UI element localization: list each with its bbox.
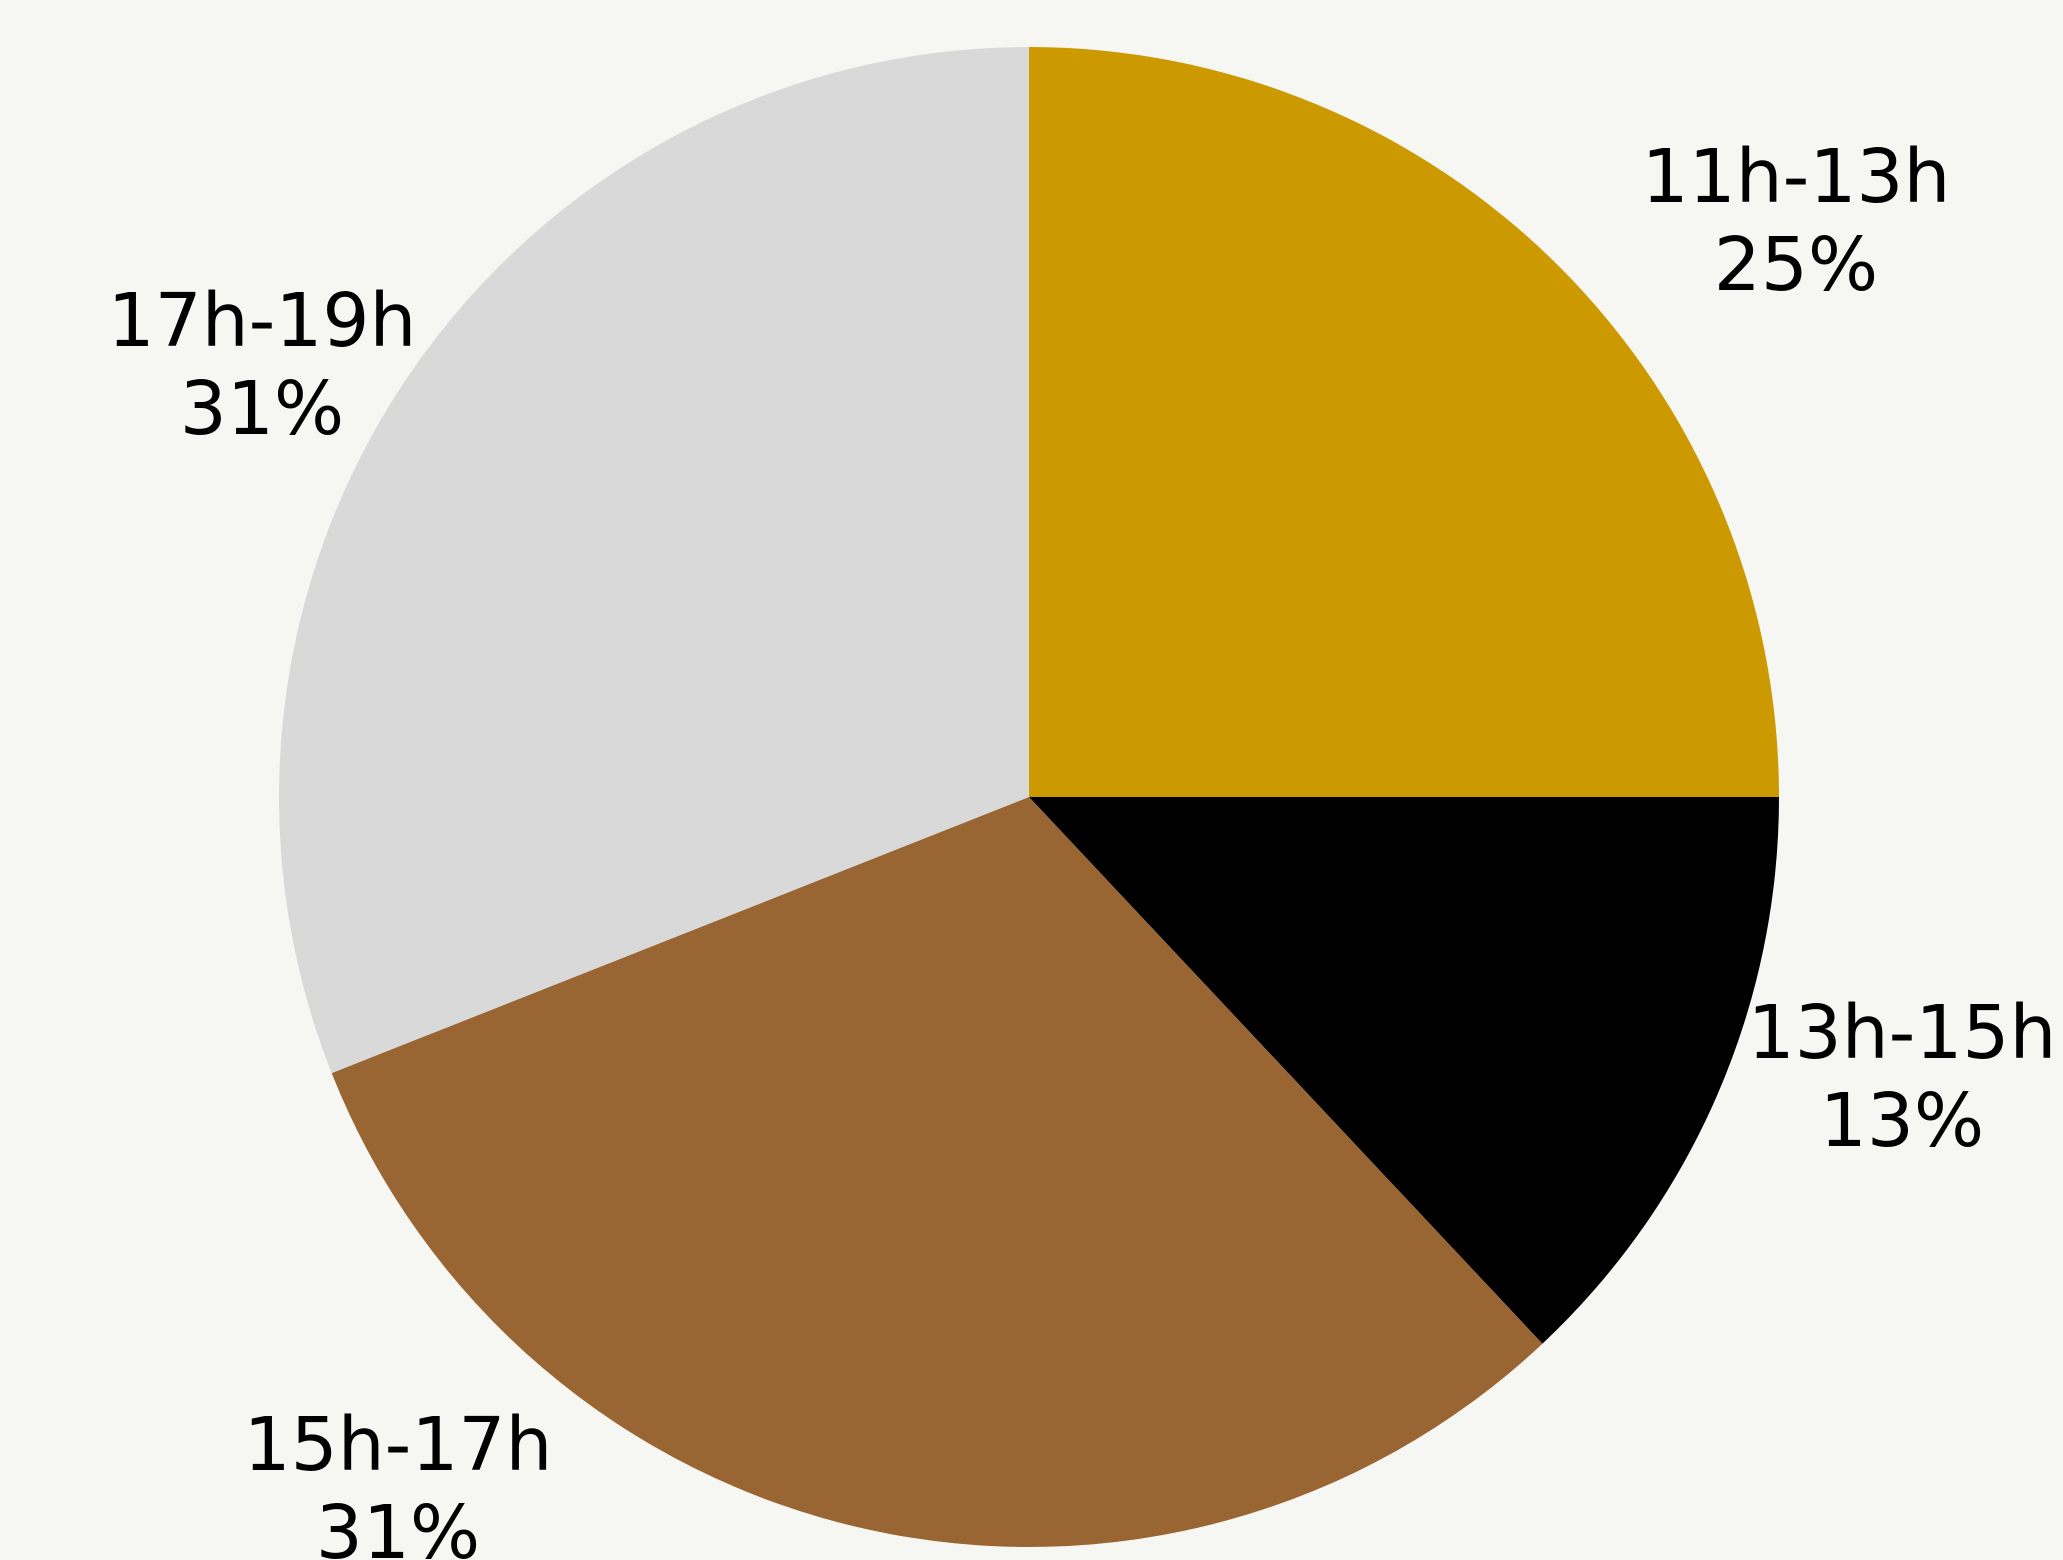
pie-slice-17h-19h bbox=[278, 47, 1029, 1074]
slice-value-label-17h-19h: 31% bbox=[180, 366, 344, 452]
pie-slice-15h-17h bbox=[331, 797, 1543, 1547]
slice-label-13h-15h: 13h-15h bbox=[1748, 990, 2057, 1076]
slice-label-15h-17h: 15h-17h bbox=[244, 1402, 553, 1488]
slice-label-11h-13h: 11h-13h bbox=[1642, 134, 1951, 220]
pie-slice-11h-13h bbox=[1029, 47, 1779, 797]
slice-value-label-15h-17h: 31% bbox=[316, 1490, 480, 1560]
pie-slice-13h-15h bbox=[1029, 797, 1779, 1344]
slice-label-17h-19h: 17h-19h bbox=[108, 278, 417, 364]
slice-value-label-11h-13h: 25% bbox=[1714, 222, 1878, 308]
slice-value-label-13h-15h: 13% bbox=[1820, 1078, 1984, 1164]
pie-slices bbox=[278, 47, 1779, 1547]
